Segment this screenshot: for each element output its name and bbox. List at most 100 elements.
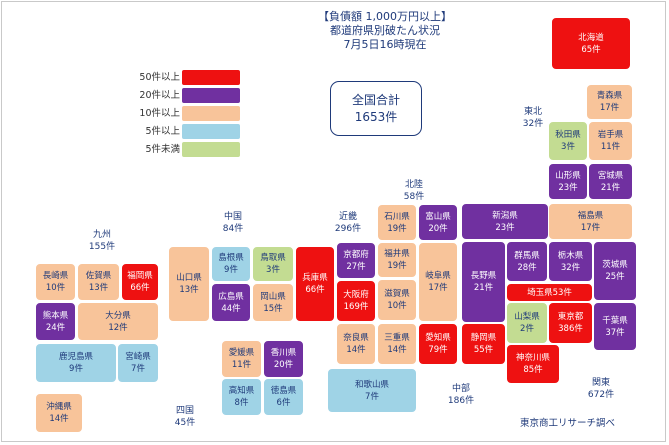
prefecture-name: 新潟県 <box>492 210 518 221</box>
legend-swatch-blue <box>182 124 240 139</box>
prefecture-count: 13件 <box>88 283 109 293</box>
prefecture-name: 東京都 <box>557 312 584 322</box>
prefecture-count: 17件 <box>428 283 448 293</box>
prefecture-toyama: 富山県 20件 <box>418 204 458 241</box>
region-name: 東北 <box>523 107 542 117</box>
region-label-chubu: 中部 186件 <box>446 383 476 407</box>
prefecture-okinawa: 沖縄県 14件 <box>35 393 83 433</box>
prefecture-name: 青森県 <box>596 91 623 101</box>
prefecture-name: 香川県 <box>270 348 297 358</box>
region-label-shikoku: 四国 45件 <box>170 405 200 429</box>
prefecture-name: 徳島県 <box>270 386 297 396</box>
prefecture-yamagata: 山形県 23件 <box>548 163 588 200</box>
prefecture-name: 長野県 <box>470 271 497 281</box>
prefecture-ibaraki: 茨城県 25件 <box>593 241 637 301</box>
title-line-3: 7月5日16時現在 <box>343 38 427 51</box>
prefecture-kochi: 高知県 8件 <box>221 378 262 416</box>
prefecture-count: 53件 <box>552 287 572 298</box>
prefecture-name: 和歌山県 <box>354 379 389 390</box>
prefecture-count: 17件 <box>580 222 601 233</box>
prefecture-name: 長崎県 <box>42 271 69 281</box>
prefecture-count: 66件 <box>130 283 150 293</box>
region-count: 84件 <box>222 224 244 234</box>
prefecture-count: 6件 <box>276 398 291 408</box>
region-name: 中部 <box>451 384 470 394</box>
legend-label: 50件以上 <box>139 72 180 83</box>
prefecture-count: 386件 <box>558 324 583 334</box>
prefecture-chiba: 千葉県 37件 <box>593 302 637 351</box>
national-total-label: 全国合計 <box>351 93 400 107</box>
prefecture-name: 埼玉県 <box>527 287 553 298</box>
prefecture-count: 19件 <box>387 223 407 234</box>
region-label-chugoku: 中国 84件 <box>218 211 248 235</box>
prefecture-name: 広島県 <box>218 291 244 302</box>
prefecture-count: 169件 <box>343 302 369 312</box>
prefecture-count: 12件 <box>108 322 128 333</box>
prefecture-kumamoto: 熊本県 24件 <box>35 302 76 341</box>
prefecture-count: 28件 <box>517 262 537 273</box>
legend-swatch-red <box>182 70 240 85</box>
region-name: 九州 <box>92 230 111 240</box>
prefecture-count: 3件 <box>561 142 575 152</box>
prefecture-fukuoka: 福岡県 66件 <box>121 263 159 301</box>
prefecture-okayama: 岡山県 15件 <box>252 283 294 322</box>
prefecture-name: 島根県 <box>218 253 244 263</box>
prefecture-count: 24件 <box>45 322 66 333</box>
prefecture-count: 32件 <box>560 262 581 273</box>
region-label-kinki: 近畿 296件 <box>333 211 363 235</box>
prefecture-name: 鹿児島県 <box>58 352 93 362</box>
prefecture-kagawa: 香川県 20件 <box>263 340 304 378</box>
prefecture-count: 27件 <box>346 261 366 272</box>
prefecture-count: 23件 <box>558 182 578 193</box>
prefecture-name: 大分県 <box>105 310 131 321</box>
prefecture-kagoshima: 鹿児島県 9件 <box>35 343 117 383</box>
prefecture-name: 奈良県 <box>343 333 369 343</box>
prefecture-gifu: 岐阜県 17件 <box>418 242 458 322</box>
prefecture-name: 佐賀県 <box>85 271 112 281</box>
prefecture-count: 9件 <box>224 265 238 275</box>
region-label-hokuriku: 北陸 58件 <box>399 179 429 203</box>
prefecture-count: 85件 <box>523 365 543 375</box>
prefecture-count: 20件 <box>428 223 448 234</box>
prefecture-akita: 秋田県 3件 <box>548 121 588 161</box>
prefecture-niigata: 新潟県 23件 <box>461 203 549 240</box>
prefecture-name: 富山県 <box>425 211 451 222</box>
prefecture-iwate: 岩手県 11件 <box>588 121 633 161</box>
prefecture-name: 鳥取県 <box>260 253 286 263</box>
prefecture-name: 茨城県 <box>602 260 628 270</box>
legend-item-green: 5件未満 <box>128 141 240 159</box>
prefecture-count: 7件 <box>131 364 145 374</box>
prefecture-count: 20件 <box>273 360 294 370</box>
prefecture-name: 秋田県 <box>555 130 581 140</box>
prefecture-count: 66件 <box>305 285 325 295</box>
prefecture-kyoto: 京都府 27件 <box>336 242 376 279</box>
prefecture-miyazaki: 宮崎県 7件 <box>117 343 159 383</box>
region-count: 186件 <box>447 396 475 406</box>
legend-label: 10件以上 <box>139 108 180 119</box>
prefecture-hyogo: 兵庫県 66件 <box>295 246 335 322</box>
prefecture-count: 7件 <box>365 391 379 402</box>
prefecture-name: 高知県 <box>228 386 255 396</box>
prefecture-aomori: 青森県 17件 <box>586 84 633 120</box>
prefecture-name: 三重県 <box>384 333 410 343</box>
prefecture-tokushima: 徳島県 6件 <box>263 378 304 416</box>
prefecture-count: 13件 <box>179 285 199 295</box>
national-total-box: 全国合計 1653件 <box>330 81 422 136</box>
prefecture-name: 岐阜県 <box>425 271 451 281</box>
prefecture-count: 65件 <box>581 44 601 55</box>
prefecture-yamaguchi: 山口県 13件 <box>168 246 210 322</box>
prefecture-count: 14件 <box>49 414 69 424</box>
title-line-1: 【負債額 1,000万円以上】 <box>318 10 452 23</box>
prefecture-name: 北海道 <box>578 32 604 43</box>
region-name: 関東 <box>591 378 610 388</box>
prefecture-count: 10件 <box>387 301 407 311</box>
legend-swatch-green <box>182 142 240 157</box>
prefecture-shiga: 滋賀県 10件 <box>377 279 417 321</box>
prefecture-kanagawa: 神奈川県 85件 <box>506 344 560 384</box>
prefecture-shimane: 島根県 9件 <box>211 246 251 282</box>
prefecture-count: 19件 <box>387 261 407 271</box>
prefecture-saga: 佐賀県 13件 <box>77 263 120 301</box>
prefecture-count: 44件 <box>221 303 241 314</box>
